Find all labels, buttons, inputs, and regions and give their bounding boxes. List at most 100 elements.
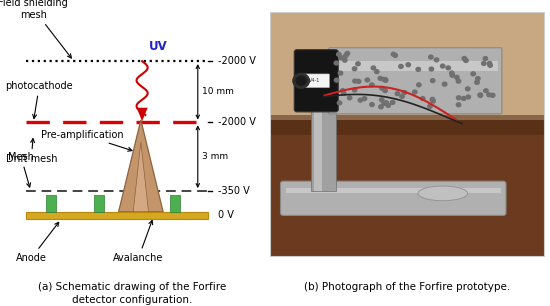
Circle shape [465,87,470,91]
Circle shape [491,93,495,97]
Circle shape [478,94,482,97]
Circle shape [339,56,343,60]
Circle shape [371,66,376,70]
Bar [46,195,56,212]
Bar [270,115,544,135]
Bar [311,93,335,191]
Circle shape [434,58,439,62]
Circle shape [456,96,461,100]
Circle shape [337,52,341,56]
Circle shape [382,77,386,81]
Circle shape [475,80,479,84]
Circle shape [450,73,454,77]
Circle shape [353,67,357,71]
Circle shape [362,97,367,101]
Circle shape [417,83,421,87]
Circle shape [334,61,339,65]
Polygon shape [311,93,335,98]
Circle shape [343,58,347,62]
Circle shape [482,62,486,65]
Circle shape [383,89,387,93]
Circle shape [356,80,361,83]
Circle shape [353,79,357,83]
Circle shape [353,88,357,92]
Circle shape [412,90,417,94]
Bar [26,212,208,219]
Text: 10 mm: 10 mm [202,87,233,96]
Circle shape [386,103,390,107]
Circle shape [455,75,459,79]
FancyBboxPatch shape [300,74,329,88]
Circle shape [428,104,432,108]
Bar [270,12,544,122]
Circle shape [390,100,395,104]
Circle shape [464,58,468,62]
Circle shape [421,97,425,100]
Circle shape [393,54,398,57]
FancyBboxPatch shape [329,48,502,114]
Text: Field shielding
mesh: Field shielding mesh [0,0,72,58]
Text: UV: UV [148,40,167,53]
Circle shape [461,96,466,100]
Circle shape [428,55,433,59]
Bar [270,120,544,257]
Circle shape [293,73,309,88]
Bar [286,188,500,193]
FancyBboxPatch shape [294,50,338,112]
Polygon shape [133,142,148,212]
Circle shape [466,95,470,99]
Text: photocathode: photocathode [6,80,73,118]
Circle shape [402,91,406,95]
Circle shape [378,76,382,80]
Circle shape [450,71,454,75]
Text: -2000 V: -2000 V [218,56,256,66]
Circle shape [416,67,420,71]
Polygon shape [119,120,163,212]
Circle shape [342,91,346,95]
Circle shape [476,76,480,80]
Circle shape [391,52,395,56]
Circle shape [344,54,348,58]
Circle shape [395,92,400,95]
Circle shape [383,78,388,82]
Text: Anode: Anode [15,222,59,263]
Circle shape [337,101,342,105]
Circle shape [441,64,445,68]
Circle shape [456,79,461,83]
Circle shape [430,97,434,101]
Circle shape [487,62,492,65]
Circle shape [429,67,433,71]
Circle shape [379,105,383,109]
Circle shape [384,101,388,105]
Text: -350 V: -350 V [218,186,250,196]
Bar [333,62,498,71]
Circle shape [338,71,343,75]
Circle shape [488,63,492,67]
Circle shape [345,51,350,55]
FancyBboxPatch shape [280,181,506,215]
Circle shape [471,72,475,76]
Circle shape [365,78,370,82]
Text: Pre-amplification: Pre-amplification [41,129,132,151]
Text: 3 mm: 3 mm [202,152,228,161]
Circle shape [380,86,384,90]
Circle shape [379,98,384,102]
Text: Drift mesh: Drift mesh [6,139,57,164]
Circle shape [334,78,339,82]
Circle shape [431,99,435,103]
Circle shape [483,57,487,61]
Circle shape [406,63,410,67]
Circle shape [375,70,379,73]
Circle shape [370,103,374,106]
Circle shape [358,98,362,102]
Text: (b) Photograph of the Forfire prototype.: (b) Photograph of the Forfire prototype. [304,282,510,292]
Polygon shape [136,108,148,121]
Circle shape [431,79,435,83]
Circle shape [370,83,374,87]
Circle shape [383,78,387,82]
Circle shape [296,76,306,85]
Circle shape [478,93,482,97]
Circle shape [446,66,450,70]
Bar [170,195,180,212]
Text: Avalanche: Avalanche [113,220,163,263]
